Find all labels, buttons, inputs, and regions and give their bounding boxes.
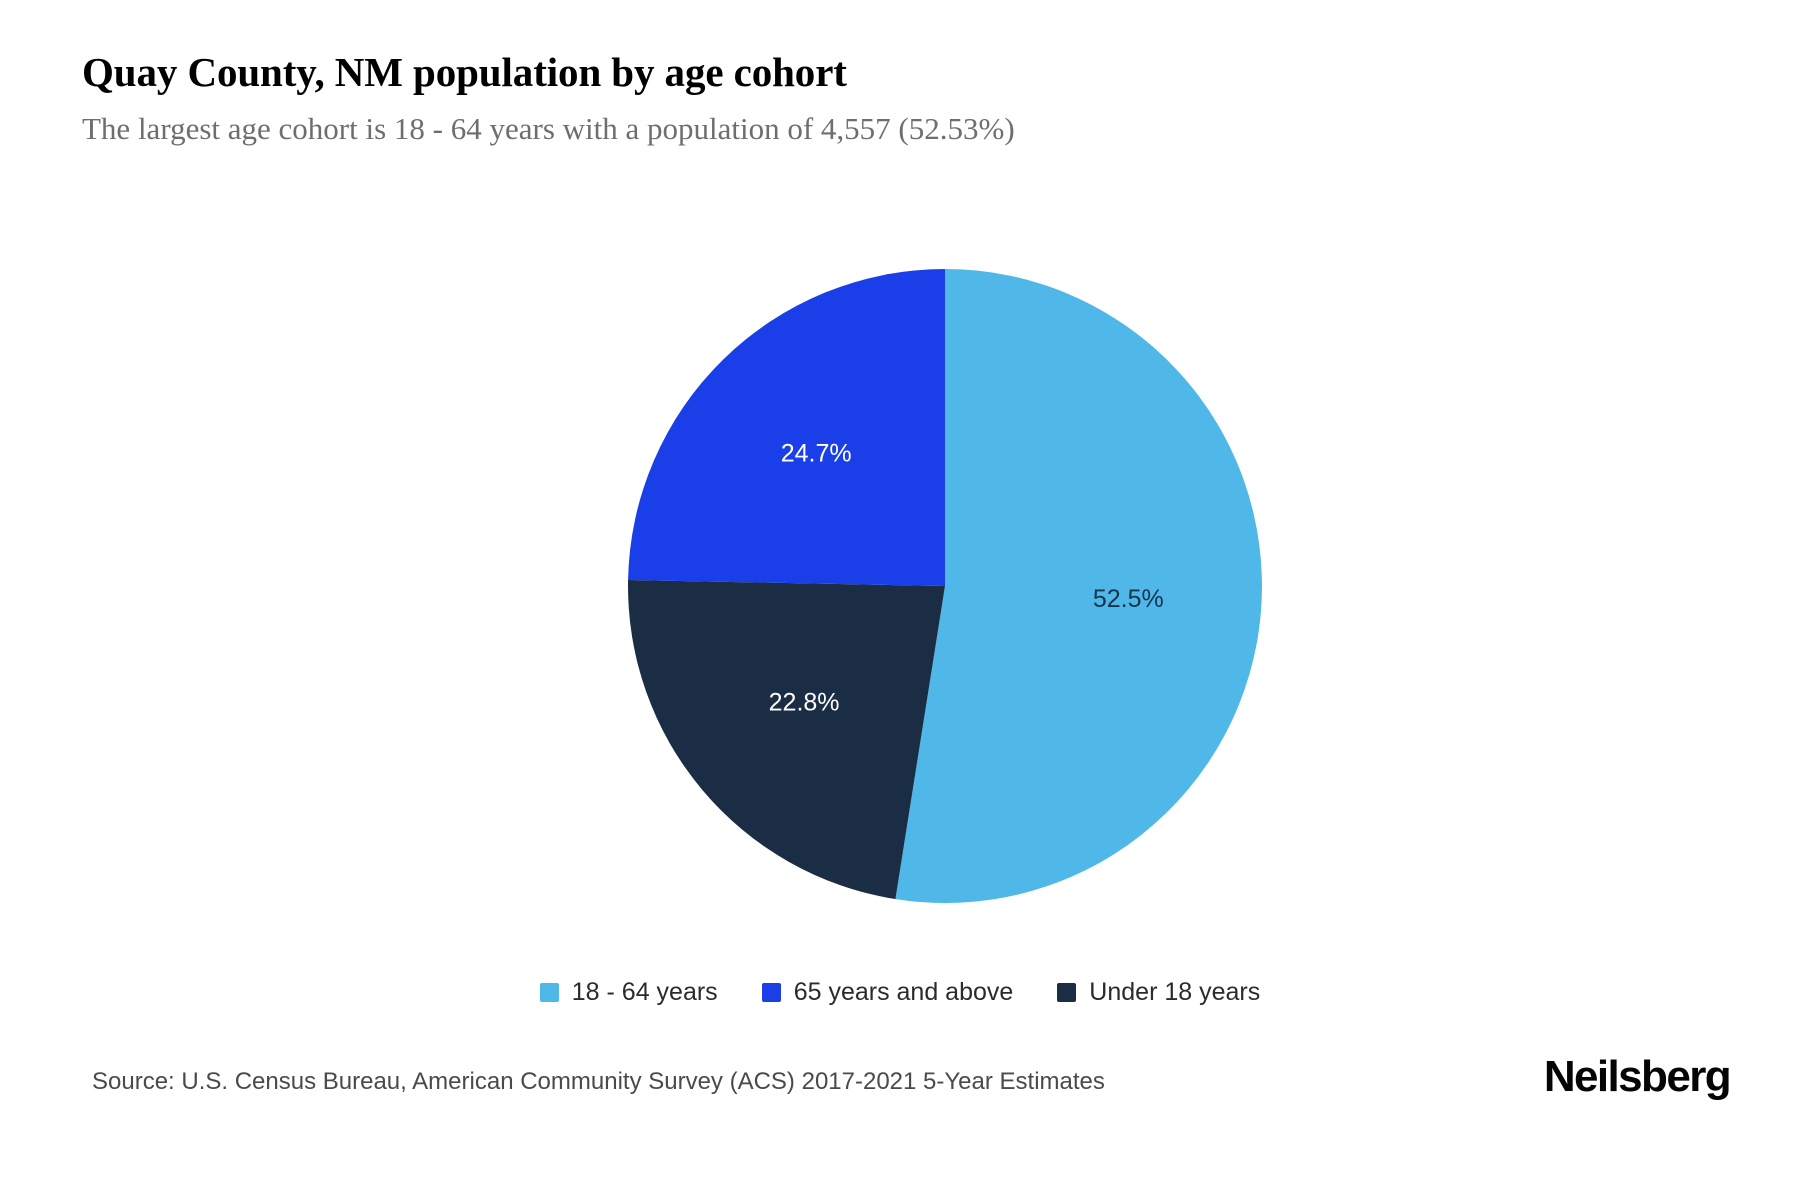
chart-header: Quay County, NM population by age cohort… — [82, 48, 1722, 148]
pie-slice-65-years-and-above[interactable] — [628, 269, 945, 586]
pie-chart: 52.5% 22.8% 24.7% — [628, 269, 1262, 903]
pie-slice-label-65-years-and-above: 24.7% — [781, 439, 852, 467]
chart-legend: 18 - 64 years 65 years and above Under 1… — [0, 978, 1800, 1007]
legend-item-18-64-years[interactable]: 18 - 64 years — [539, 978, 718, 1007]
legend-swatch-icon-65-years-and-above — [761, 983, 781, 1002]
source-note: Source: U.S. Census Bureau, American Com… — [92, 1068, 1105, 1095]
chart-subtitle: The largest age cohort is 18 - 64 years … — [82, 111, 1015, 147]
pie-slice-18-64-years[interactable] — [895, 269, 1262, 903]
page-title: Quay County, NM population by age cohort — [82, 49, 847, 95]
brand-logo: Neilsberg — [1543, 1052, 1732, 1101]
legend-label-under-18-years: Under 18 years — [1089, 978, 1261, 1006]
legend-label-65-years-and-above: 65 years and above — [793, 978, 1014, 1006]
legend-swatch-icon-under-18-years — [1057, 983, 1077, 1002]
legend-item-under-18-years[interactable]: Under 18 years — [1057, 978, 1260, 1007]
legend-swatch-icon-18-64-years — [539, 983, 559, 1002]
pie-slice-label-18-64-years: 52.5% — [1093, 585, 1164, 613]
legend-item-65-years-and-above[interactable]: 65 years and above — [761, 978, 1014, 1007]
legend-label-18-64-years: 18 - 64 years — [571, 978, 718, 1006]
pie-slice-label-under-18-years: 22.8% — [769, 689, 840, 717]
pie-slice-under-18-years[interactable] — [628, 580, 945, 900]
pie-chart-svg: 52.5% 22.8% 24.7% — [628, 269, 1262, 903]
